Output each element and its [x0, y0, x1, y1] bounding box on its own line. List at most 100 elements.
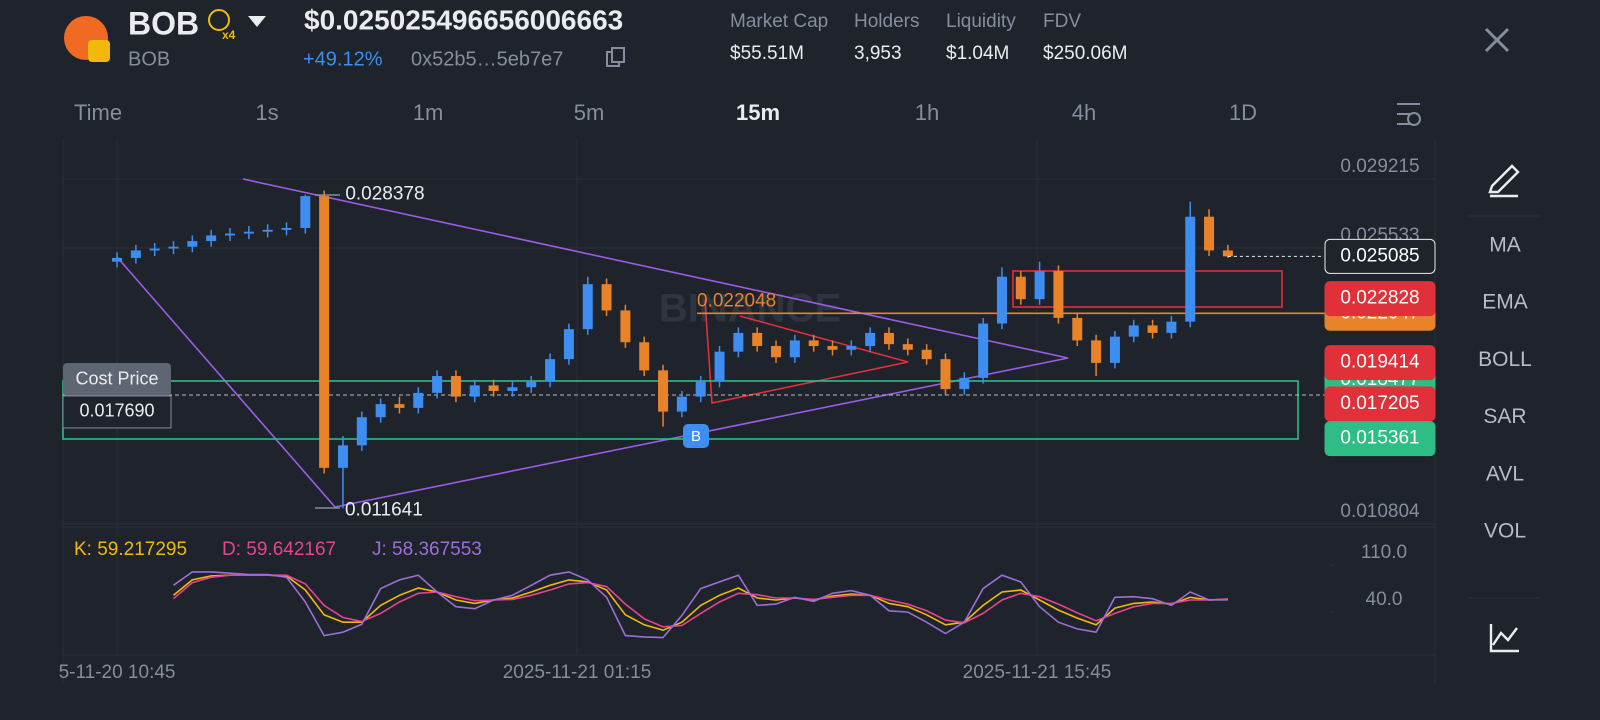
candle-body [808, 340, 819, 347]
candle-body [281, 227, 292, 230]
timeframe-tab[interactable]: 1h [915, 100, 939, 125]
stat-value: 3,953 [854, 43, 902, 64]
stat-label: Liquidity [946, 11, 1016, 32]
dropdown[interactable] [248, 16, 266, 27]
indicator-legend: J: 58.367553 [372, 539, 482, 560]
triangle-drawing [704, 299, 909, 404]
candle-body [1147, 325, 1158, 333]
candle-body [827, 346, 838, 350]
candle-body [206, 235, 217, 242]
candle-body [601, 284, 612, 311]
candle-body [1109, 336, 1120, 363]
timeframe-tab[interactable]: 4h [1072, 100, 1096, 125]
timeframe-tab[interactable]: 1s [255, 100, 278, 125]
candle-body [262, 229, 273, 232]
subname: BOB [128, 48, 170, 70]
price-tag [1324, 386, 1436, 422]
close-button[interactable] [1484, 27, 1510, 53]
candle-body [432, 376, 443, 393]
candle-body [394, 404, 405, 408]
candle-body [620, 310, 631, 343]
indicator-tick-label: 40.0 [1366, 589, 1403, 610]
candle-body [714, 351, 725, 382]
price-tag-label: 0.025085 [1340, 245, 1419, 266]
candle-body [1034, 271, 1045, 300]
copy-icon[interactable] [611, 47, 625, 63]
low-label: 0.011641 [345, 499, 423, 520]
timeframe-tab[interactable]: 1m [413, 100, 444, 125]
candle-body [883, 332, 894, 345]
indicator-button[interactable]: SAR [1483, 405, 1526, 428]
indicator-button[interactable]: VOL [1484, 520, 1526, 543]
indicator-button[interactable]: AVL [1486, 462, 1524, 485]
price: $0.025025496656006663 [304, 4, 623, 35]
candle-body [526, 381, 537, 388]
candle-body [902, 344, 913, 350]
candle-body [1128, 325, 1139, 337]
timeframe-tab[interactable]: 1D [1229, 100, 1257, 125]
settings-icon[interactable] [1397, 103, 1420, 125]
stat-label: Holders [854, 11, 919, 32]
candle-body [582, 284, 593, 330]
price-tag-label: 0.015361 [1340, 428, 1419, 449]
stat-value: $55.51M [730, 43, 804, 64]
candle-body [1091, 340, 1102, 363]
stat-label: FDV [1043, 11, 1081, 32]
candle-body [1204, 216, 1215, 251]
candle-body [771, 346, 782, 358]
price-tag [1324, 421, 1436, 457]
candle-body [695, 381, 706, 397]
timeframes: Time 1s 1m 5m 15m 1h 4h 1D [74, 100, 1257, 125]
plot: 0.022048 0.028378 0.011641 Cost Price 0.0176… [62, 184, 1436, 639]
stat-label: Market Cap [730, 11, 828, 32]
triangle-drawing [116, 178, 1069, 508]
chart-type-button[interactable] [1489, 624, 1519, 653]
chain-badge [88, 40, 110, 62]
candle-body [1015, 276, 1026, 300]
price-tag-label: 0.022828 [1340, 288, 1419, 309]
price-tag-label: 0.019414 [1340, 352, 1420, 373]
candle-body [225, 233, 236, 236]
candle-body [112, 257, 123, 262]
indicator-button[interactable]: EMA [1482, 291, 1528, 314]
candle-body [319, 196, 330, 468]
candle-body [639, 342, 650, 371]
verified-icon [208, 9, 230, 31]
candle-body [1185, 216, 1196, 322]
candle-body [356, 417, 367, 446]
candle-body [752, 332, 763, 347]
indicator-legend: D: 59.642167 [222, 539, 336, 560]
indicator-line [173, 571, 1228, 639]
candle-body [149, 248, 160, 251]
candle-body [1166, 321, 1177, 333]
x-tick-label: 5-11-20 10:45 [59, 662, 176, 683]
timeframe-tab[interactable]: 15m [736, 100, 780, 125]
timeframe-tab[interactable]: Time [74, 100, 122, 125]
price-line-label: 0.022048 [697, 290, 776, 311]
candle-body [337, 445, 348, 468]
candle-body [488, 385, 499, 392]
timeframe-tab[interactable]: 5m [574, 100, 605, 125]
candle-body [789, 340, 800, 358]
settings-icon[interactable] [1407, 112, 1421, 126]
candle-body [959, 377, 970, 390]
price-tag [1324, 345, 1436, 381]
stat-value: $1.04M [946, 43, 1009, 64]
candle-body [978, 323, 989, 378]
high-label: 0.028378 [345, 184, 424, 205]
price-tag [1324, 238, 1436, 274]
candle-body [243, 231, 254, 234]
candle-body [545, 359, 556, 382]
indicator-button[interactable]: MA [1489, 234, 1521, 257]
candle-body [940, 359, 951, 390]
indicator-menu: MA EMA BOLL SAR AVL VOL [1478, 234, 1532, 543]
candle-body [846, 346, 857, 350]
indicator-button[interactable]: BOLL [1478, 348, 1532, 371]
draw-tool[interactable] [1488, 164, 1520, 198]
y-tick-label: 0.029215 [1340, 156, 1419, 177]
address: 0x52b5…5eb7e7 [411, 48, 563, 70]
candle-body [450, 376, 461, 397]
